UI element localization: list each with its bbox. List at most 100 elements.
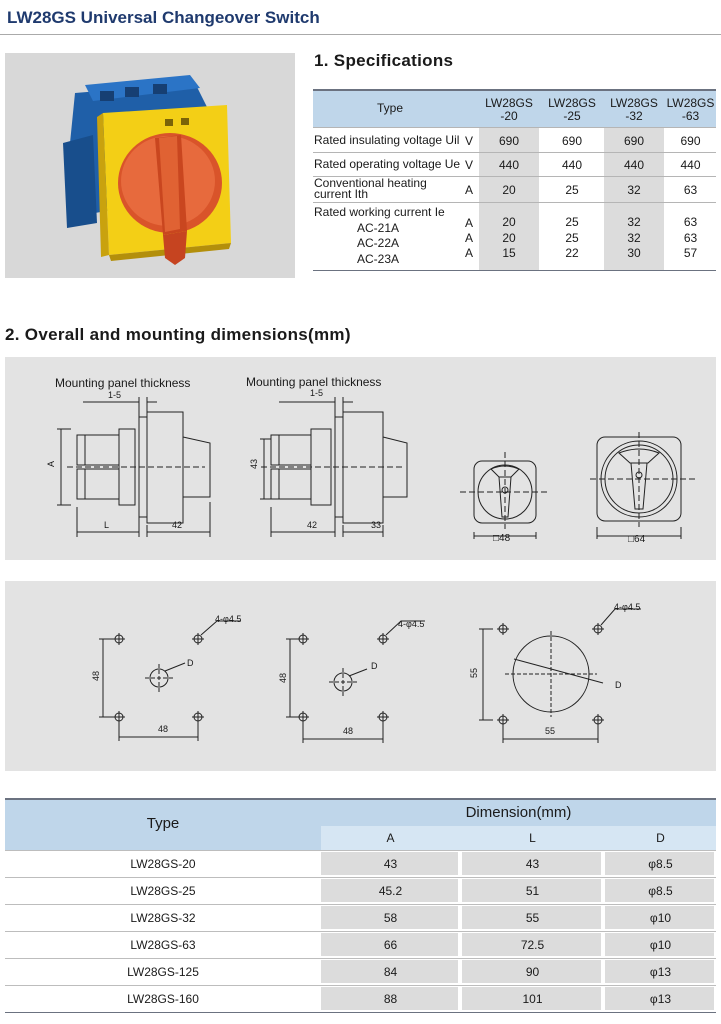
spec-value: 63: [683, 231, 698, 245]
spec-value: 25: [565, 231, 579, 245]
dim-label: 55: [545, 726, 556, 736]
spec-unit: A: [465, 183, 474, 197]
table-cell-bg: [605, 933, 714, 956]
diameter-label: D: [187, 658, 194, 668]
type-header: Type: [146, 815, 180, 832]
table-cell-bg: [321, 852, 458, 875]
spec-unit: A: [465, 246, 474, 260]
spec-value: 690: [561, 134, 583, 148]
spec-value: 30: [627, 246, 641, 260]
hole-label: 4-φ4.5: [398, 619, 425, 629]
dimension-value: 45.2: [378, 884, 403, 898]
dim-label: L: [104, 520, 110, 530]
diameter-label: D: [371, 661, 378, 671]
dimension-value: 66: [383, 938, 398, 952]
dim-label: 48: [91, 670, 102, 682]
row-type-label: LW28GS-20: [130, 857, 196, 871]
table-cell-bg: [321, 987, 458, 1010]
dim-label: 42: [307, 520, 318, 530]
dimension-value: 101: [522, 992, 543, 1006]
spec-unit: V: [465, 158, 474, 172]
spec-unit: A: [465, 231, 474, 245]
model-header: LW28GS -25: [548, 96, 596, 123]
spec-value: 690: [498, 134, 520, 148]
hole-label: 4-φ4.5: [215, 614, 242, 624]
dimension-value: φ13: [649, 965, 672, 979]
model-header: LW28GS -63: [666, 96, 715, 123]
page-title: LW28GS Universal Changeover Switch: [7, 8, 320, 27]
panel-range-label: 1-5: [310, 388, 324, 398]
dim-label: A: [46, 460, 57, 468]
side-front-views: [57, 397, 695, 539]
table-cell-bg: [321, 933, 458, 956]
dim-label: 42: [172, 520, 183, 530]
spec-value: 20: [502, 215, 516, 229]
spec-value: 440: [680, 158, 701, 172]
table-cell-bg: [321, 879, 458, 902]
dimension-value: 43: [383, 857, 398, 871]
dimension-value: 72.5: [520, 938, 545, 952]
working-current-label: Rated working current Ie: [314, 205, 445, 219]
panel-range-label: 1-5: [108, 390, 122, 400]
dimension-value: φ10: [649, 911, 672, 925]
table-cell-bg: [605, 879, 714, 902]
spec-value: 440: [623, 158, 645, 172]
dimension-group-header: Dimension(mm): [465, 804, 572, 821]
dimension-value: 43: [525, 857, 540, 871]
title-rule: [0, 34, 721, 35]
model-header: LW28GS -32: [610, 96, 658, 123]
table-cell-bg: [462, 987, 601, 1010]
table-cell-bg: [462, 960, 601, 983]
mounting-hole-views: [99, 608, 641, 743]
table-cell-bg: [605, 852, 714, 875]
dim-label: 43: [249, 458, 260, 470]
hole-label: 4-φ4.5: [614, 602, 641, 612]
spec-value: 32: [627, 215, 641, 229]
spec-value: 32: [627, 183, 641, 197]
column-header: A: [386, 831, 395, 845]
dim-label: 48: [278, 672, 289, 684]
row-type-label: LW28GS-160: [127, 992, 199, 1006]
spec-value: 57: [683, 246, 698, 260]
table-cell-bg: [321, 906, 458, 929]
spec-value: 440: [561, 158, 583, 172]
dimension-value: 84: [383, 965, 398, 979]
dim-label: 48: [158, 724, 169, 734]
dimension-value: 88: [383, 992, 398, 1006]
section1-title: 1. Specifications: [314, 51, 454, 70]
front-size-label: □64: [628, 534, 646, 545]
spec-value: 20: [502, 183, 516, 197]
table-cell-bg: [462, 879, 601, 902]
switch-illustration: [5, 53, 295, 278]
spec-value: 690: [680, 134, 701, 148]
type-header: Type: [376, 101, 403, 115]
spec-value: 63: [683, 183, 698, 197]
dim-label: 48: [343, 726, 354, 736]
section2-title: 2. Overall and mounting dimensions(mm): [5, 325, 351, 344]
category-label: AC-23A: [357, 252, 400, 266]
row-type-label: LW28GS-25: [130, 884, 196, 898]
dimension-value: 55: [525, 911, 540, 925]
product-photo: [5, 53, 295, 278]
spec-row-label: Rated insulating voltage Uil: [314, 133, 460, 147]
spec-value: 25: [565, 215, 579, 229]
table-cell-bg: [462, 906, 601, 929]
table-cell-bg: [462, 933, 601, 956]
mounting-holes-panel: 4-φ4.5 4-φ4.5 4-φ4.5 D D D 48 48 55 48 4…: [5, 581, 716, 771]
table-cell-bg: [605, 906, 714, 929]
row-type-label: LW28GS-32: [130, 911, 196, 925]
column-header: D: [656, 831, 665, 845]
spec-unit: V: [465, 134, 474, 148]
category-label: AC-22A: [357, 236, 400, 250]
spec-value: 440: [498, 158, 520, 172]
category-label: AC-21A: [357, 221, 400, 235]
spec-value: 15: [502, 246, 516, 260]
spec-value: 32: [627, 231, 641, 245]
spec-row-label: Conventional heating current Ith: [314, 176, 427, 201]
spec-value: 63: [683, 215, 698, 229]
dimension-drawings-panel: Mounting panel thickness Mounting panel …: [5, 357, 716, 560]
dimension-value: φ8.5: [648, 884, 673, 898]
spec-value: 25: [565, 183, 579, 197]
dimension-value: φ13: [649, 992, 672, 1006]
table-cell-bg: [605, 960, 714, 983]
